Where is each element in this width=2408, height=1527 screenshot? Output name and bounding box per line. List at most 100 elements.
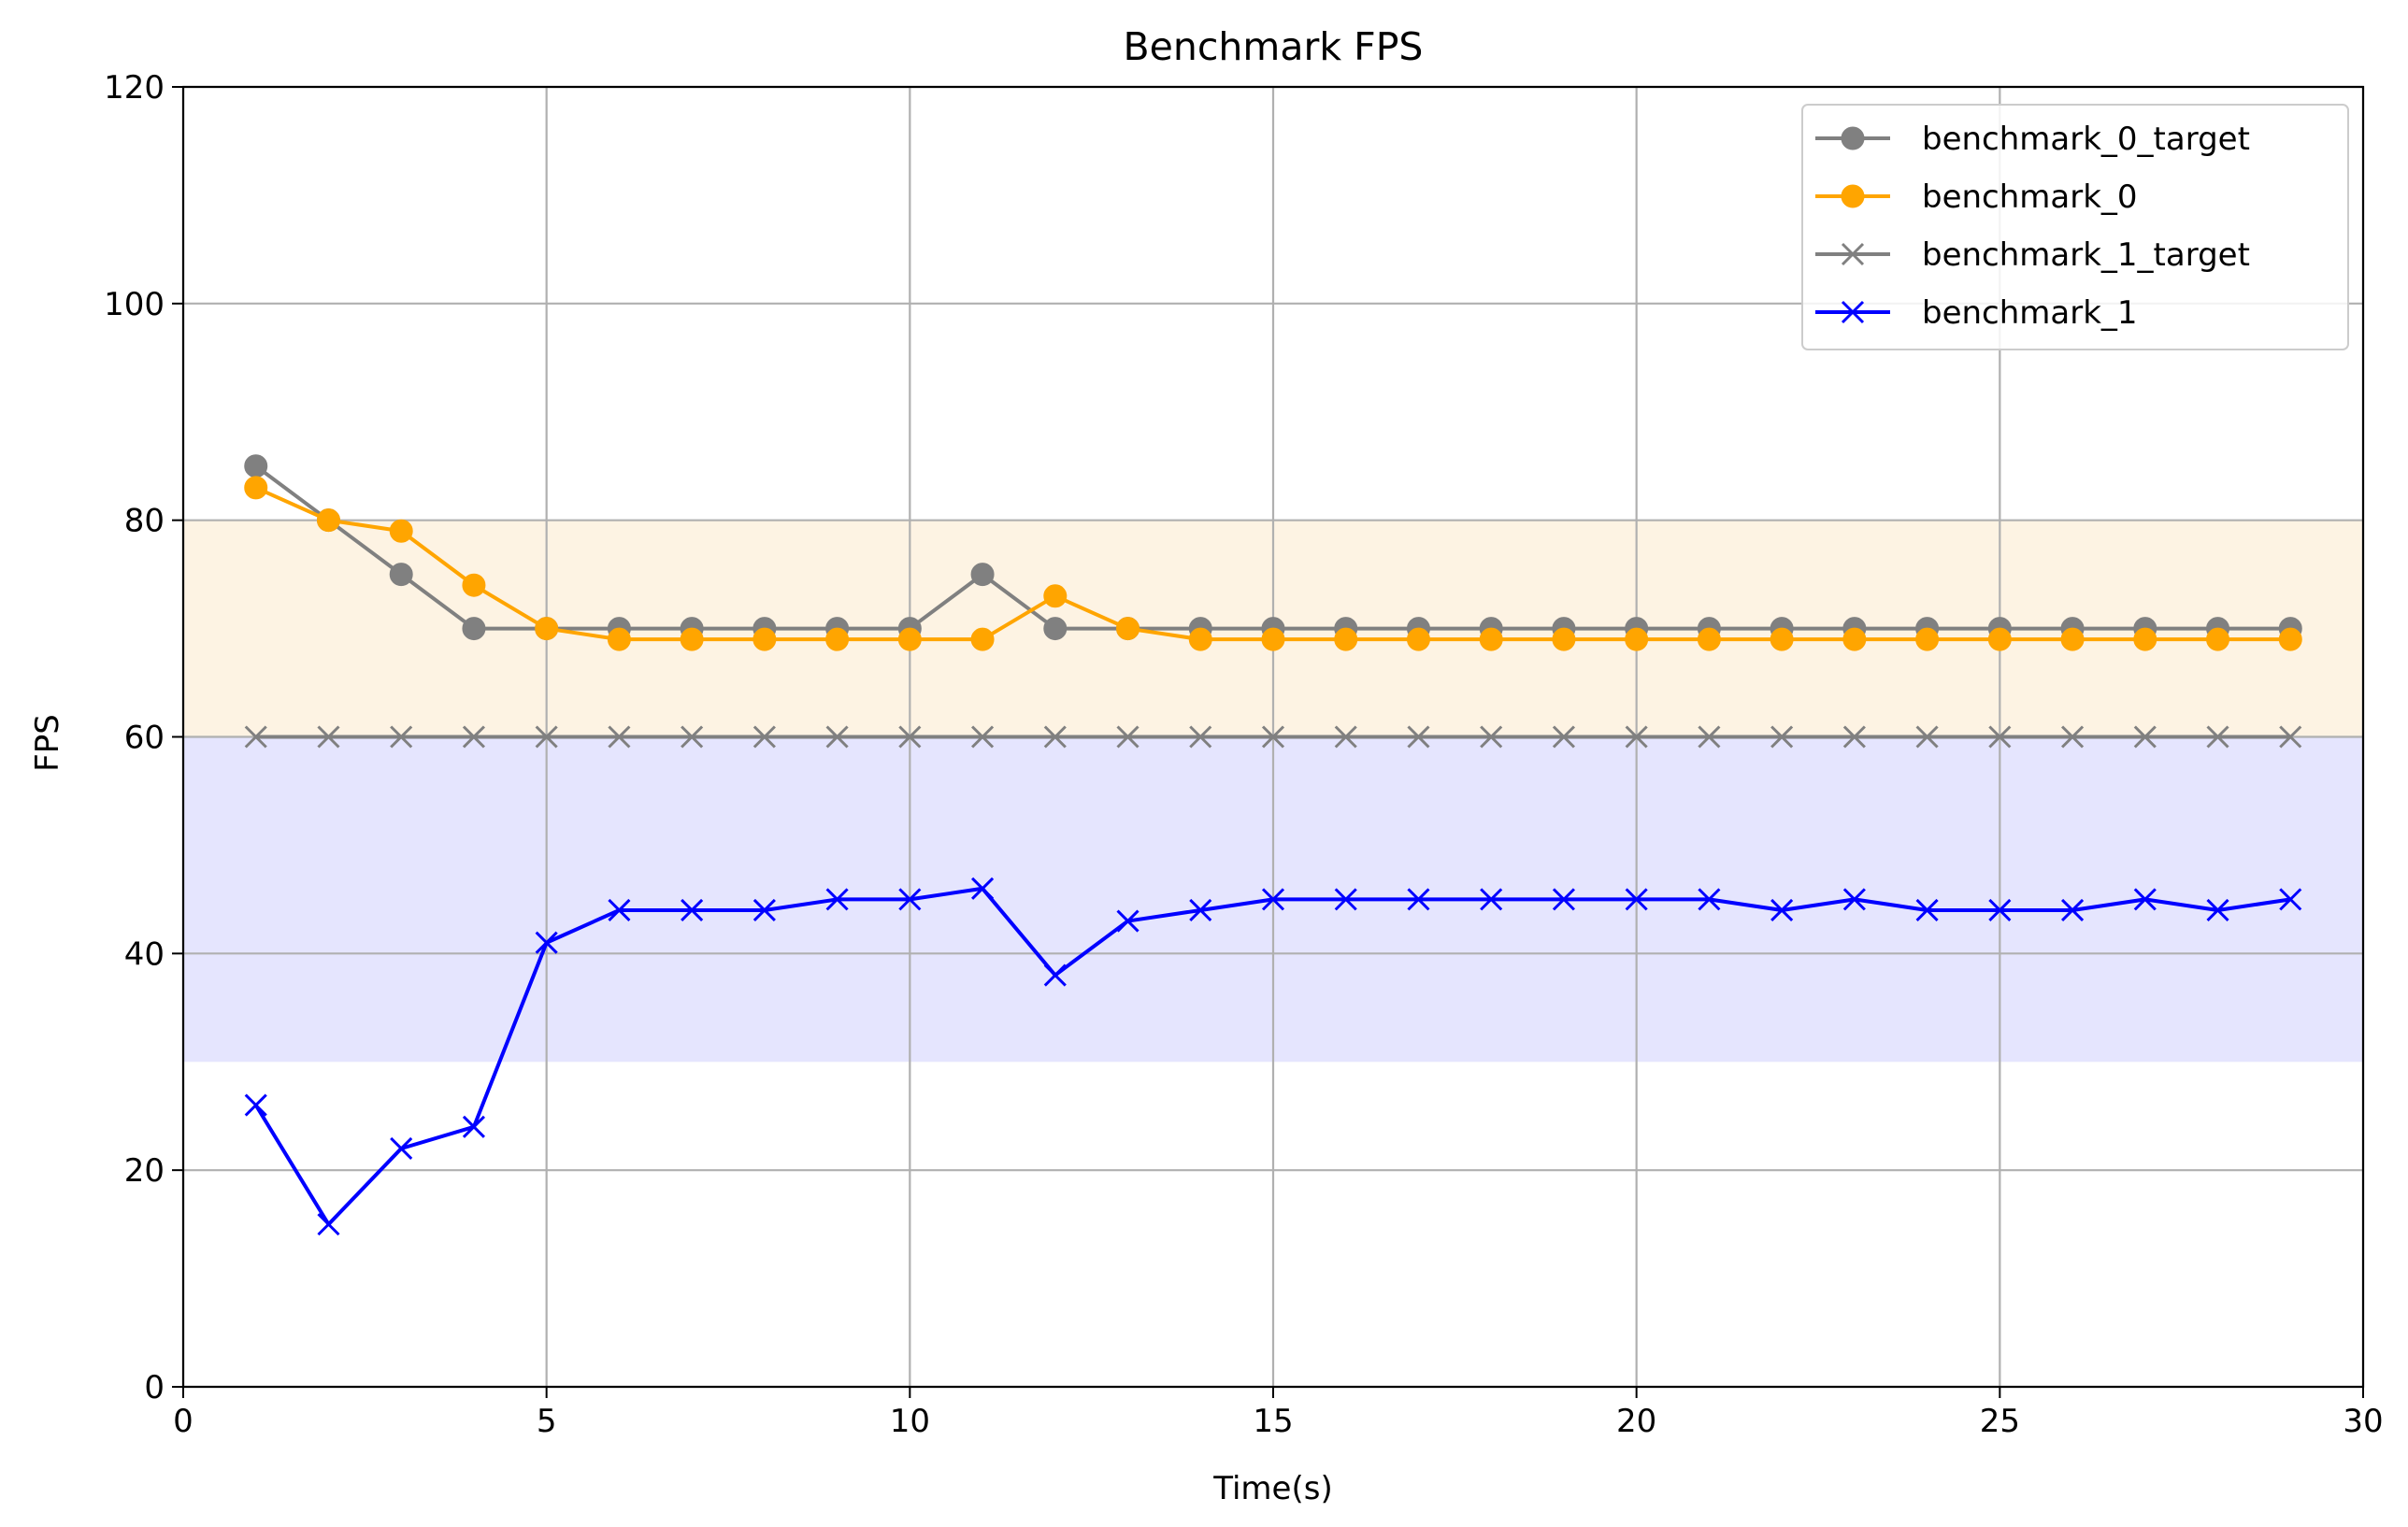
y-tick-label: 40 (124, 935, 165, 973)
data-point-benchmark_1_target (2133, 725, 2157, 749)
legend-box (1801, 104, 2349, 350)
data-point-benchmark_1_target (2279, 725, 2302, 749)
series-benchmark_1 (244, 877, 2302, 1236)
data-point-benchmark_1 (1915, 898, 1939, 922)
data-point-benchmark_1 (1698, 888, 1721, 911)
data-point-benchmark_0 (970, 627, 995, 651)
legend-item: benchmark_1_target (1815, 236, 2250, 274)
data-point-benchmark_1_target (681, 725, 704, 749)
x-axis-title: Time(s) (1212, 1470, 1332, 1507)
data-point-benchmark_0 (2278, 627, 2302, 651)
data-point-benchmark_0 (1043, 584, 1068, 608)
data-point-benchmark_1 (1043, 963, 1067, 987)
data-point-benchmark_0 (1842, 627, 1867, 651)
data-point-benchmark_1 (1480, 888, 1503, 911)
data-point-benchmark_1 (244, 1093, 267, 1117)
data-point-benchmark_1 (825, 888, 849, 911)
data-point-benchmark_1 (898, 888, 922, 911)
data-point-benchmark_1 (1334, 888, 1357, 911)
y-tick-label: 0 (144, 1369, 165, 1406)
y-axis-title: FPS (29, 714, 66, 772)
legend-item: benchmark_0_target (1815, 121, 2250, 158)
data-point-benchmark_0 (1770, 627, 1794, 651)
y-tick-label: 20 (124, 1152, 165, 1190)
chart-title: Benchmark FPS (1124, 24, 1424, 69)
data-point-benchmark_0 (1261, 627, 1285, 651)
data-point-benchmark_0 (825, 627, 850, 651)
data-point-benchmark_0_target (244, 454, 268, 478)
data-point-benchmark_0 (1479, 627, 1503, 651)
data-point-benchmark_0 (2206, 627, 2230, 651)
data-point-benchmark_1 (1988, 898, 2012, 922)
data-point-benchmark_0 (607, 627, 631, 651)
data-point-benchmark_1 (2206, 898, 2229, 922)
series (244, 454, 2302, 1236)
data-point-benchmark_0 (244, 476, 268, 500)
legend-label: benchmark_0 (1922, 178, 2138, 216)
y-tick-label: 100 (104, 286, 165, 323)
data-point-benchmark_1 (1842, 888, 1866, 911)
legend-label: benchmark_1_target (1922, 236, 2250, 274)
legend-marker (1841, 300, 1865, 324)
data-point-benchmark_1_target (1698, 725, 1721, 749)
data-point-benchmark_0 (897, 627, 922, 651)
legend-label: benchmark_0_target (1922, 121, 2250, 158)
data-point-benchmark_1 (2061, 898, 2085, 922)
data-point-benchmark_0 (462, 573, 486, 597)
data-point-benchmark_0 (680, 627, 704, 651)
data-point-benchmark_1_target (244, 725, 267, 749)
legend-marker (1841, 126, 1865, 150)
data-point-benchmark_0 (1625, 627, 1649, 651)
data-point-benchmark_1_target (971, 725, 995, 749)
axis-ticks: 0 5 10 15 20 25 30 0 20 40 60 80 100 120 (104, 69, 2384, 1440)
data-point-benchmark_1_target (317, 725, 340, 749)
data-point-benchmark_0 (1334, 627, 1358, 651)
data-point-benchmark_1 (1770, 898, 1794, 922)
data-point-benchmark_1_target (2206, 725, 2229, 749)
data-point-benchmark_1_target (462, 725, 485, 749)
data-point-benchmark_1_target (2061, 725, 2085, 749)
data-point-benchmark_1_target (1770, 725, 1794, 749)
data-point-benchmark_0 (535, 617, 559, 641)
data-point-benchmark_0 (1987, 627, 2012, 651)
data-point-benchmark_1_target (1915, 725, 1939, 749)
legend-item: benchmark_1 (1815, 294, 2138, 332)
data-point-benchmark_0_target (1043, 617, 1068, 641)
data-point-benchmark_0 (1116, 617, 1140, 641)
data-point-benchmark_1 (535, 931, 558, 954)
data-point-benchmark_1 (2133, 888, 2157, 911)
data-point-benchmark_0 (2060, 627, 2085, 651)
data-point-benchmark_1 (2279, 888, 2302, 911)
data-point-benchmark_1_target (535, 725, 558, 749)
data-point-benchmark_1_target (752, 725, 776, 749)
data-point-benchmark_1_target (825, 725, 849, 749)
x-tick-label: 0 (173, 1403, 194, 1440)
data-point-benchmark_1_target (1334, 725, 1357, 749)
data-point-benchmark_1 (390, 1136, 413, 1161)
data-point-benchmark_0_target (970, 563, 995, 587)
legend: benchmark_0_target benchmark_0 benchmark_1… (1801, 104, 2349, 350)
x-tick-label: 15 (1253, 1403, 1293, 1440)
series-benchmark_0 (244, 476, 2302, 651)
data-point-benchmark_1 (317, 1213, 340, 1236)
data-point-benchmark_1 (462, 1115, 485, 1138)
data-point-benchmark_1 (1552, 888, 1575, 911)
data-point-benchmark_0 (1697, 627, 1721, 651)
legend-marker (1841, 242, 1865, 266)
data-point-benchmark_1_target (1189, 725, 1212, 749)
data-point-benchmark_1 (608, 898, 631, 922)
legend-marker (1841, 184, 1865, 208)
data-point-benchmark_1 (971, 877, 995, 900)
data-point-benchmark_1 (1625, 888, 1648, 911)
data-point-benchmark_1 (681, 898, 704, 922)
x-tick-label: 30 (2343, 1403, 2383, 1440)
data-point-benchmark_0 (752, 627, 777, 651)
y-tick-label: 80 (124, 503, 165, 540)
data-point-benchmark_0_target (462, 617, 486, 641)
y-tick-label: 60 (124, 720, 165, 757)
data-point-benchmark_0 (1552, 627, 1576, 651)
data-point-benchmark_1_target (1407, 725, 1430, 749)
legend-item: benchmark_0 (1815, 178, 2138, 216)
x-tick-label: 20 (1616, 1403, 1656, 1440)
x-tick-label: 10 (890, 1403, 930, 1440)
